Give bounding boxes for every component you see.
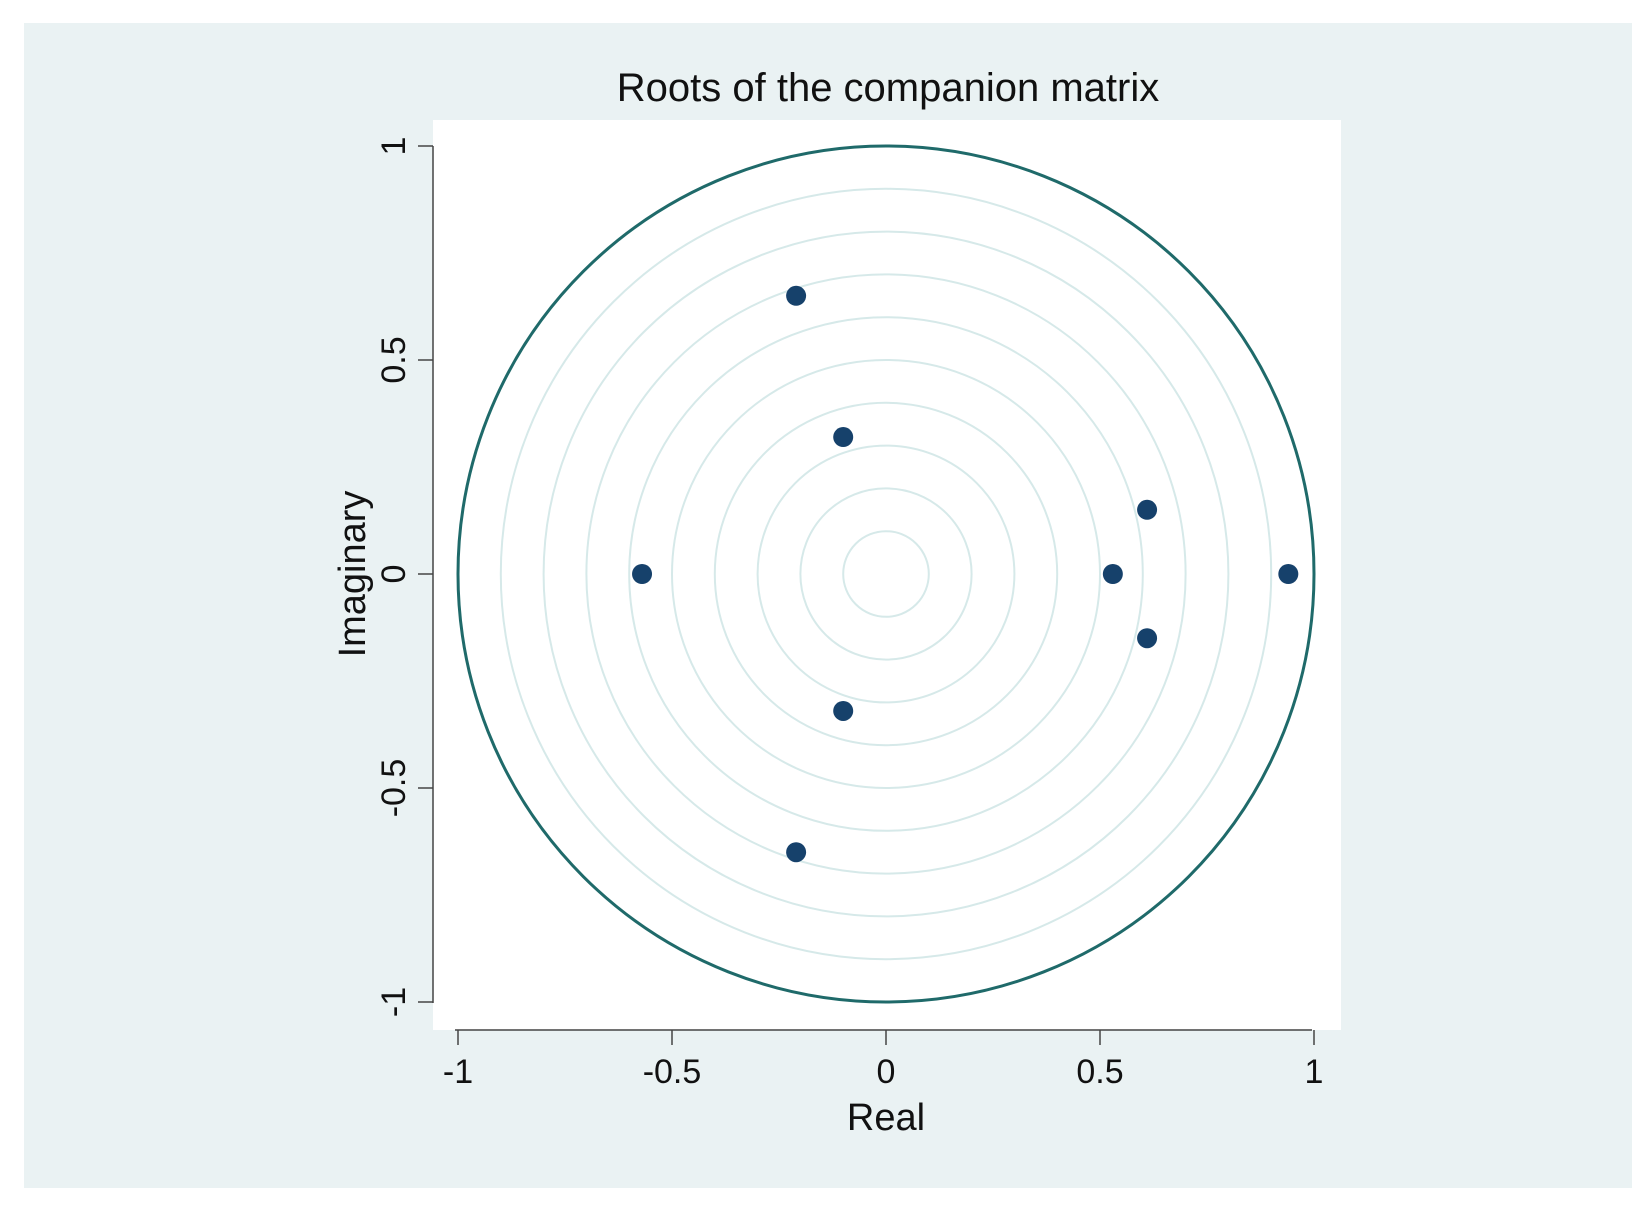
chart-title: Roots of the companion matrix [617,66,1159,110]
y-tick-label: -0.5 [375,759,413,818]
root-point-2 [833,427,854,448]
reference-circle-3 [756,444,1016,704]
x-tick-label: 0.5 [1076,1053,1123,1091]
reference-circle-5 [671,359,1101,789]
root-point-7 [1137,628,1158,649]
root-point-8 [833,700,854,721]
x-tick-label: -1 [443,1053,473,1091]
root-points [632,285,1299,863]
root-point-9 [786,842,807,863]
y-axis: -1 -0.5 0 0.5 1 [375,137,434,1017]
plot-area [433,120,1341,1030]
reference-circle-8 [542,230,1230,918]
reference-circle-7 [585,273,1187,875]
y-ticks: -1 -0.5 0 0.5 1 [375,137,433,1017]
reference-circles [499,187,1273,961]
reference-circle-1 [842,530,930,618]
x-tick-label: -0.5 [643,1053,702,1091]
root-point-3 [1137,499,1158,520]
y-tick-label: -1 [375,987,413,1017]
root-point-6 [1278,564,1299,584]
y-tick-label: 0.5 [375,336,413,383]
reference-circle-9 [499,187,1273,961]
reference-circle-6 [628,316,1144,832]
reference-circle-2 [799,487,973,661]
x-ticks: -1 -0.5 0 0.5 1 [443,1030,1324,1091]
x-axis-title: Real [847,1097,925,1139]
root-point-1 [786,285,807,306]
x-axis: -1 -0.5 0 0.5 1 [443,1029,1324,1091]
y-tick-label: 0 [375,565,413,584]
root-point-4 [632,564,653,584]
y-axis-title: Imaginary [332,491,374,658]
x-tick-label: 0 [877,1053,896,1091]
reference-circle-4 [713,401,1059,747]
x-tick-label: 1 [1305,1053,1324,1091]
root-point-5 [1102,564,1123,584]
unit-circle [456,144,1316,1004]
y-tick-label: 1 [375,137,413,156]
